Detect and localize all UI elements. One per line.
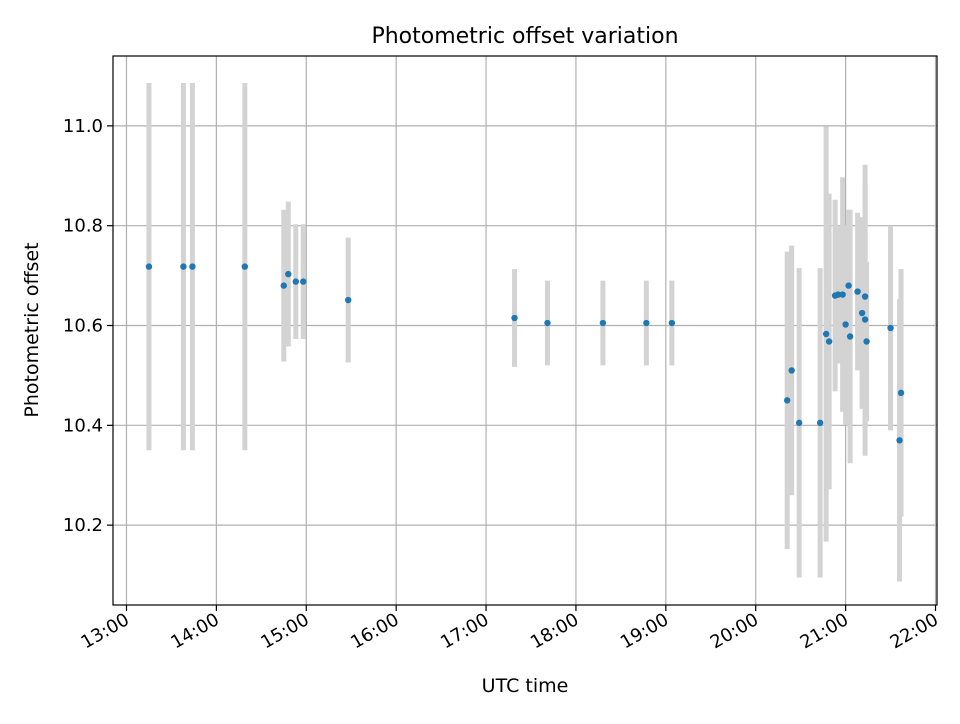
data-point: [825, 338, 833, 345]
data-point: [145, 263, 153, 270]
data-point: [795, 419, 803, 427]
plot-frame: [112, 55, 938, 606]
data-point: [285, 270, 292, 278]
data-point: [896, 437, 903, 444]
y-axis-ticks: 10.2 10.4 10.6 10.8 11.0: [63, 116, 113, 536]
data-point: [842, 321, 849, 328]
data-point: [834, 291, 842, 298]
data-point: [511, 314, 518, 322]
x-axis-label: UTC time: [482, 675, 569, 697]
data-point: [845, 282, 852, 289]
data-point: [189, 263, 196, 270]
data-point: [643, 319, 650, 327]
data-point: [861, 293, 869, 300]
data-point: [839, 291, 846, 298]
data-point: [861, 316, 869, 323]
data-points: [145, 263, 905, 444]
y-tick-label: 10.2: [63, 515, 103, 536]
data-point: [544, 319, 551, 327]
y-axis-label: Photometric offset: [21, 242, 43, 417]
data-point: [599, 319, 607, 327]
data-point: [854, 288, 861, 295]
data-point: [668, 319, 676, 327]
data-point: [280, 282, 287, 289]
data-point: [292, 278, 299, 285]
y-tick-label: 10.4: [63, 415, 103, 436]
data-point: [300, 278, 307, 285]
chart-title: Photometric offset variation: [371, 24, 678, 49]
data-point: [816, 419, 824, 427]
data-point: [897, 389, 905, 397]
data-point: [822, 330, 830, 338]
data-point: [887, 324, 894, 332]
data-point: [858, 309, 866, 317]
y-tick-label: 11.0: [63, 116, 103, 137]
data-point: [345, 296, 352, 304]
data-point: [783, 397, 791, 404]
data-point: [241, 263, 249, 270]
y-tick-label: 10.6: [63, 316, 103, 337]
data-point: [846, 333, 854, 340]
y-tick-label: 10.8: [63, 216, 103, 237]
data-point: [863, 338, 870, 345]
data-point: [180, 263, 187, 270]
data-point: [788, 367, 795, 374]
